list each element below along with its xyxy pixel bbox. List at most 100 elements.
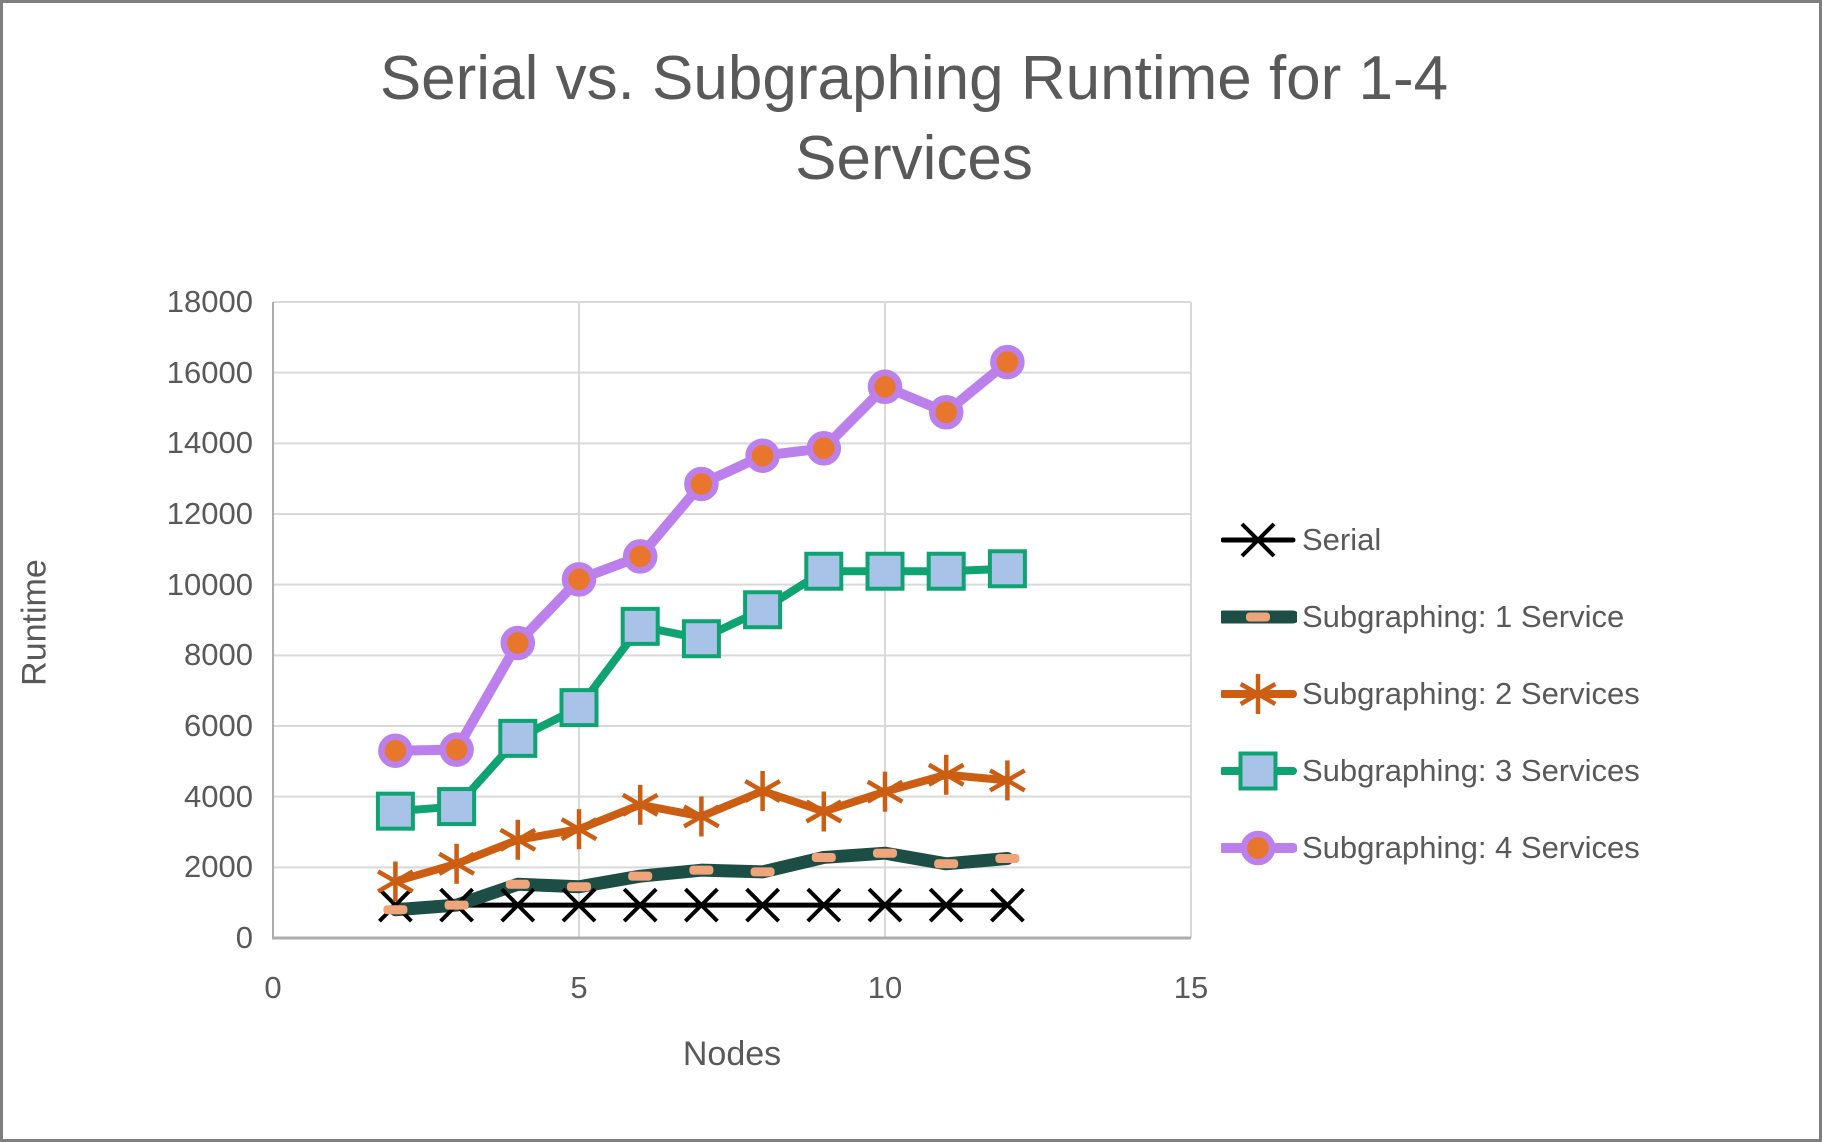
y-tick-label: 14000 [166, 425, 253, 461]
series-line-2 [388, 846, 1014, 917]
asterisk-marker-icon [682, 804, 720, 829]
circle-marker-icon [990, 344, 1025, 380]
series-markers-2 [383, 848, 1020, 915]
asterisk-marker-icon [560, 817, 598, 842]
x-tick-label: 0 [264, 970, 282, 1005]
asterisk-marker-icon [988, 768, 1026, 793]
dash-marker-icon [628, 871, 653, 881]
asterisk-marker-icon [866, 779, 904, 804]
plot-area [272, 301, 1192, 940]
legend-item-1: Serial [1221, 517, 1381, 563]
series-markers-4 [375, 549, 1027, 831]
x-marker-icon [806, 887, 842, 923]
legend-swatch [1221, 751, 1297, 791]
square-marker-icon [375, 791, 415, 831]
legend-item-2: Subgraphing: 1 Service [1221, 594, 1624, 640]
asterisk-marker-icon [621, 792, 659, 817]
x-marker-icon [622, 887, 658, 923]
legend-swatch [1221, 610, 1297, 624]
square-marker-icon [681, 619, 721, 659]
square-marker-icon [987, 549, 1027, 589]
square-marker-icon [498, 718, 538, 758]
gridlines [273, 301, 1192, 938]
legend-label: Subgraphing: 3 Services [1302, 753, 1640, 788]
x-marker-icon [500, 887, 536, 923]
y-tick-label: 0 [235, 920, 253, 955]
legend-label: Subgraphing: 1 Service [1302, 599, 1625, 634]
dash-marker-icon [383, 905, 408, 915]
dash-marker-icon [505, 879, 530, 889]
asterisk-marker-icon [744, 779, 782, 803]
legend-item-4: Subgraphing: 3 Services [1221, 748, 1640, 794]
y-tick-label: 2000 [184, 849, 253, 885]
x-marker-icon [989, 887, 1025, 923]
dash-marker-icon [444, 900, 469, 910]
legend-item-5: Subgraphing: 4 Services [1221, 825, 1640, 871]
legend-swatch [1221, 674, 1297, 714]
x-marker-icon [867, 887, 903, 923]
x-marker-icon [377, 887, 413, 923]
legend-item-3: Subgraphing: 2 Services [1221, 671, 1640, 717]
dash-marker-icon [995, 854, 1020, 863]
dash-marker-icon [1246, 612, 1270, 622]
series-markers-1 [377, 887, 1025, 923]
square-marker-icon [437, 787, 477, 827]
legend-label: Subgraphing: 4 Services [1302, 830, 1640, 865]
legend-swatch [1221, 522, 1296, 558]
x-marker-icon [1240, 522, 1276, 558]
dash-marker-icon [873, 848, 897, 858]
legend-label: Serial [1302, 522, 1382, 557]
y-tick-label: 6000 [184, 708, 253, 743]
square-marker-icon [1238, 751, 1278, 791]
dash-marker-icon [750, 867, 775, 877]
circle-marker-icon [378, 733, 413, 768]
x-marker-icon [745, 887, 781, 923]
asterisk-marker-icon [1239, 682, 1277, 706]
circle-marker-icon [1240, 830, 1276, 866]
x-marker-icon [561, 887, 597, 923]
x-marker-icon [683, 887, 719, 923]
x-tick-label: 10 [867, 970, 903, 1005]
square-marker-icon [743, 590, 783, 630]
legend-label: Subgraphing: 2 Services [1302, 676, 1640, 711]
circle-marker-icon [500, 625, 536, 661]
circle-marker-icon [622, 539, 658, 574]
y-tick-label: 8000 [184, 637, 253, 673]
asterisk-marker-icon [927, 762, 965, 787]
square-marker-icon [559, 688, 599, 728]
x-tick-label: 15 [1173, 970, 1209, 1005]
x-axis-title: Nodes [682, 1035, 782, 1073]
y-tick-label: 18000 [166, 284, 253, 319]
chart-title: Serial vs. Subgraphing Runtime for 1-4 S… [379, 44, 1449, 193]
series-markers-3 [376, 754, 1026, 902]
dash-marker-icon [934, 859, 959, 869]
circle-marker-icon [928, 394, 964, 430]
asterisk-marker-icon [376, 869, 414, 894]
square-marker-icon [926, 551, 966, 591]
circle-marker-icon [439, 732, 474, 767]
square-marker-icon [620, 606, 660, 646]
dash-marker-icon [689, 865, 714, 875]
x-tick-label: 5 [570, 970, 588, 1005]
circle-marker-icon [867, 369, 903, 405]
square-marker-icon [865, 551, 905, 591]
circle-marker-icon [745, 438, 780, 473]
legend-swatch [1221, 830, 1297, 866]
y-tick-label: 12000 [166, 496, 253, 531]
square-marker-icon [804, 551, 844, 591]
y-tick-label: 16000 [166, 354, 253, 390]
series-line-5 [390, 357, 1013, 756]
series-markers-5 [378, 344, 1025, 768]
dash-marker-icon [811, 852, 836, 862]
circle-marker-icon [684, 466, 719, 502]
y-tick-label: 4000 [184, 778, 253, 814]
x-marker-icon [928, 887, 964, 923]
circle-marker-icon [561, 562, 597, 597]
asterisk-marker-icon [499, 827, 537, 852]
circle-marker-icon [806, 431, 842, 466]
dash-marker-icon [567, 882, 591, 892]
y-tick-label: 10000 [166, 566, 253, 602]
asterisk-marker-icon [805, 799, 843, 824]
asterisk-marker-icon [438, 851, 476, 876]
